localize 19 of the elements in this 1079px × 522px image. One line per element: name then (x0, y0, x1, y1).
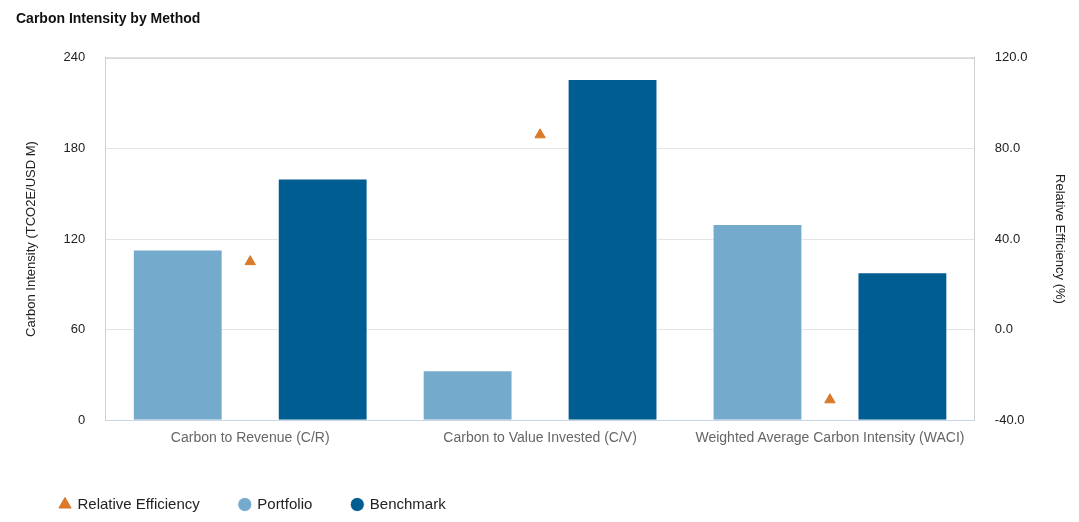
chart-title: Carbon Intensity by Method (16, 10, 201, 26)
y-tick-label: 180 (63, 139, 86, 155)
y-tick-label: 120 (63, 230, 86, 246)
y-tick-label: 60 (70, 321, 86, 337)
y2-tick-label: 120.0 (994, 49, 1028, 65)
legend-label: Relative Efficiency (77, 494, 201, 512)
x-tick-label: Carbon to Revenue (C/R) (170, 429, 330, 446)
y2-tick-label: 80.0 (994, 139, 1021, 155)
y2-tick-label: -40.0 (994, 411, 1025, 427)
y-tick-label: 240 (63, 49, 86, 65)
y-axis-title: Carbon Intensity (TCO2E/USD M) (23, 141, 39, 337)
y2-axis-title: Relative Efficiency (%) (1052, 174, 1068, 304)
legend-label: Portfolio (257, 494, 313, 512)
x-tick-label: Weighted Average Carbon Intensity (WACI) (695, 429, 965, 446)
legend-label: Benchmark (369, 494, 447, 512)
y2-tick-label: 0.0 (994, 321, 1013, 337)
y2-tick-label: 40.0 (994, 230, 1021, 246)
x-tick-label: Carbon to Value Invested (C/V) (443, 429, 637, 446)
y-tick-label: 0 (78, 411, 86, 427)
